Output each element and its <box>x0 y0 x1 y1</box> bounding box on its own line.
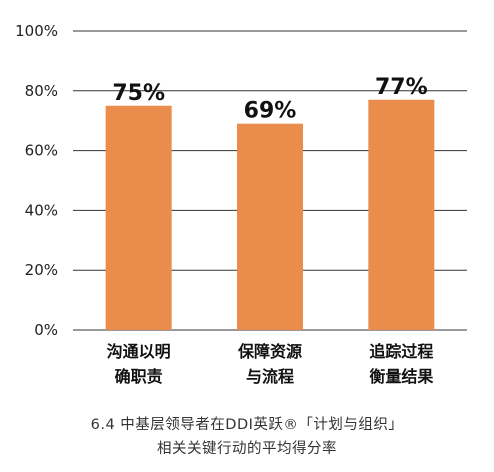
y-tick-label: 40% <box>25 201 58 219</box>
bar <box>368 99 435 331</box>
y-tick-label: 60% <box>25 142 58 160</box>
x-tick-label: 沟通以明 <box>107 342 171 361</box>
x-tick-label: 保障资源 <box>237 342 302 361</box>
bar <box>237 123 303 330</box>
x-tick-label: 与流程 <box>246 367 294 386</box>
x-tick-label: 确职责 <box>115 367 163 386</box>
caption-line-2: 相关关键行动的平均得分率 <box>157 441 337 457</box>
y-tick-label: 0% <box>34 321 58 339</box>
data-label: 77% <box>375 75 428 100</box>
caption-line-1: 6.4 中基层领导者在DDI英跃®「计划与组织」 <box>90 417 404 433</box>
y-tick-label: 100% <box>15 22 58 40</box>
x-tick-label: 追踪过程 <box>369 342 433 361</box>
data-label: 75% <box>112 81 165 106</box>
y-tick-label: 80% <box>25 82 58 100</box>
bar <box>105 105 172 330</box>
y-tick-label: 20% <box>25 261 58 279</box>
data-label: 69% <box>244 99 297 124</box>
x-tick-label: 衡量结果 <box>369 367 433 386</box>
